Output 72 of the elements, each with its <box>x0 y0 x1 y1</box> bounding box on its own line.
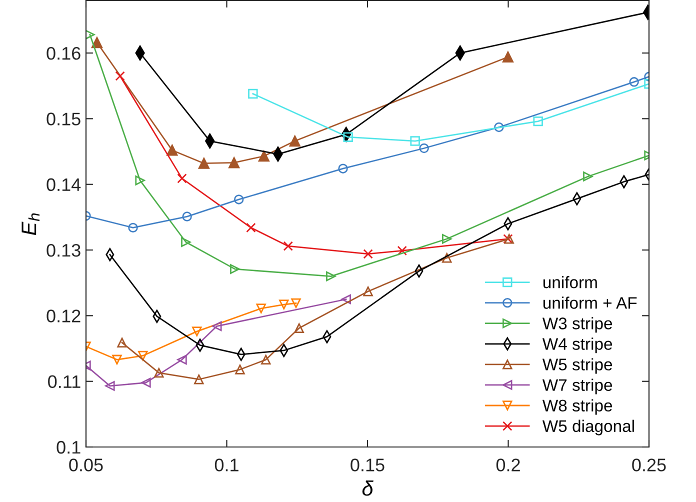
point <box>177 354 187 365</box>
point <box>177 174 187 184</box>
point <box>117 338 127 348</box>
legend-label: W8 stripe <box>542 399 612 415</box>
point <box>289 135 300 147</box>
point <box>442 253 452 263</box>
point <box>246 222 256 233</box>
x-axis-title: δ <box>362 480 374 496</box>
point <box>112 354 122 365</box>
y-tick-label: 0.13 <box>46 244 80 257</box>
x-tick-label: 0.1 <box>214 458 238 472</box>
y-tick-label: 0.11 <box>48 375 80 388</box>
point <box>138 350 148 361</box>
y-tick-label: 0.1 <box>56 440 80 454</box>
point <box>256 304 266 314</box>
point <box>115 71 125 81</box>
point <box>502 51 514 63</box>
legend-label: W5 diagonal <box>542 420 634 436</box>
point <box>343 132 353 142</box>
x-tick-label: 0.2 <box>496 458 520 472</box>
point <box>86 30 95 40</box>
point <box>91 36 103 48</box>
point <box>181 237 191 247</box>
point <box>258 150 270 162</box>
point <box>141 378 151 388</box>
x-tick-label: 0.15 <box>350 458 384 472</box>
point <box>494 122 504 132</box>
point <box>105 381 115 391</box>
point <box>419 143 429 154</box>
point <box>234 194 244 204</box>
point <box>442 234 452 244</box>
y-tick-label: 0.16 <box>46 46 80 60</box>
point <box>135 176 145 186</box>
point <box>182 212 192 222</box>
point <box>341 294 351 304</box>
point <box>283 241 293 251</box>
point <box>248 88 258 99</box>
point <box>279 300 289 310</box>
legend-label: uniform <box>543 276 597 288</box>
legend-label: W7 stripe <box>542 378 612 394</box>
x-tick-label: 0.05 <box>69 458 103 472</box>
point <box>294 323 304 334</box>
point <box>192 326 202 336</box>
legend-label: W4 stripe <box>542 338 612 354</box>
x-tick-label: 0.25 <box>632 458 666 472</box>
y-tick-label: 0.14 <box>46 178 81 192</box>
point <box>363 249 373 259</box>
point <box>533 116 543 126</box>
point <box>198 158 210 169</box>
point <box>194 374 204 384</box>
point <box>235 364 245 374</box>
y-tick-label: 0.12 <box>46 310 80 322</box>
point <box>629 77 639 87</box>
point <box>261 354 271 365</box>
legend-label: W5 stripe <box>542 358 612 374</box>
point <box>363 286 373 296</box>
point <box>291 298 301 308</box>
point <box>410 136 420 146</box>
legend-label: W3 stripe <box>542 317 612 333</box>
point <box>326 271 336 282</box>
point <box>338 164 348 174</box>
y-tick-label: 0.15 <box>46 112 80 126</box>
point <box>166 144 178 156</box>
point <box>212 321 222 332</box>
point <box>230 264 240 274</box>
point <box>583 172 593 182</box>
legend-label: uniform + AF <box>543 296 637 309</box>
y-axis-title: E$_{h}$ <box>22 213 40 236</box>
point <box>154 368 164 378</box>
point <box>228 157 240 168</box>
point <box>397 246 407 256</box>
point <box>128 222 138 233</box>
